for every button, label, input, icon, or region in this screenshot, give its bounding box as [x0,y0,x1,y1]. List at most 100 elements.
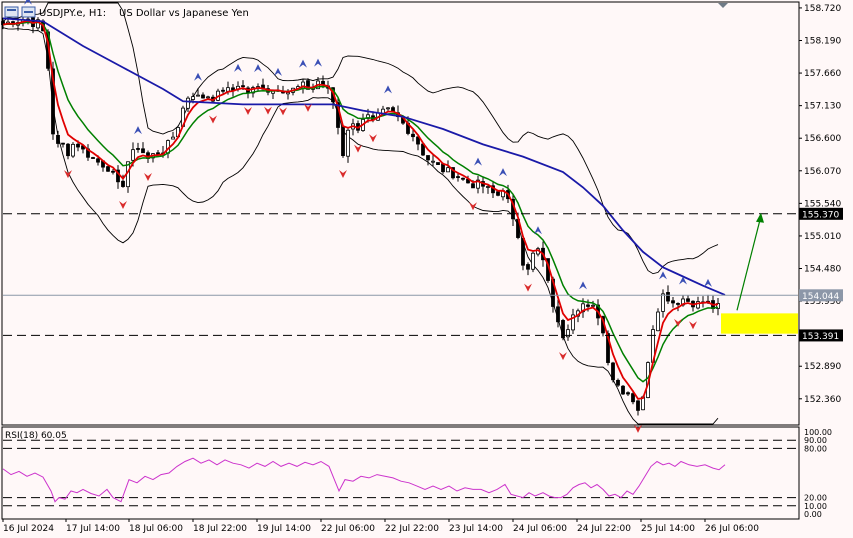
candle-body [456,176,460,178]
candle-body [431,160,435,163]
candle-body [71,143,75,157]
price-tick-label: 158.720 [804,4,841,14]
candle-body [136,148,140,150]
candle-body [586,304,590,307]
candle-body [426,155,430,161]
candle-body [676,303,680,305]
fractal-up-icon [679,276,687,285]
fractal-up-icon [534,226,542,235]
candle-body [636,400,640,411]
fractal-up-icon [134,126,142,135]
candle-body [666,292,670,302]
candle-body [416,136,420,145]
projection-arrowhead-icon [756,212,764,223]
fractal-down-icon [304,103,312,112]
chart-window-icon[interactable] [4,6,36,18]
candle-body [221,89,225,92]
candle-body [131,149,135,161]
candle-body [121,180,125,187]
fractal-down-icon [64,170,72,179]
price-tick-label: 155.010 [804,232,841,242]
fractal-down-icon [634,424,642,433]
rsi-axis-label: 0.00 [804,510,822,519]
time-tick-label: 18 Jul 06:00 [129,524,183,534]
fractal-down-icon [524,283,532,292]
moving-average-fast [2,19,719,400]
time-tick-label: 22 Jul 22:00 [385,524,439,534]
time-tick-label: 24 Jul 22:00 [577,524,631,534]
price-tick-label: 157.660 [804,69,841,79]
time-tick-label: 26 Jul 06:00 [705,524,759,534]
highlight-zone [721,313,798,334]
time-axis: 16 Jul 2024 17 Jul 14:00 18 Jul 06:00 18 Ju… [2,519,759,534]
time-tick-label: 22 Jul 06:00 [321,524,375,534]
fractal-up-icon [499,168,507,177]
candle-body [201,94,205,99]
candle-body [96,158,100,163]
candle-body [251,87,255,94]
candle-body [106,166,110,172]
fractal-up-icon [194,72,202,81]
price-tick-label: 158.190 [804,36,841,46]
candle-body [196,94,200,97]
bollinger-bands [2,2,719,425]
chart-header: USDJPY.e, H1: US Dollar vs Japanese Yen [4,6,249,19]
candle-body [51,68,55,135]
price-badge [799,207,843,220]
fractal-down-icon [559,352,567,361]
fractal-up-icon [299,59,307,68]
bollinger-upper-band [2,2,719,275]
price-badge-label: 155.370 [802,210,839,220]
candle-body [561,320,565,339]
moving-averages [2,17,726,400]
candle-body [341,126,345,157]
candle-body [661,293,665,312]
candle-body [531,252,535,270]
price-badge-label: 154.044 [802,292,839,302]
projection-arrow-line [736,219,761,311]
moving-average-mid [2,21,719,383]
price-tick-label: 156.600 [804,134,841,144]
time-tick-label: 25 Jul 14:00 [641,524,695,534]
fractal-up-icon [234,63,242,72]
fractal-up-icon [254,64,262,73]
fractal-down-icon [119,200,127,209]
highlight-zone-layer [721,313,798,334]
time-tick-label: 16 Jul 2024 [3,524,54,534]
fractal-down-icon [144,172,152,181]
candle-body [686,298,690,302]
chart-shift-marker-icon[interactable] [718,3,728,8]
fractal-up-icon [659,271,667,280]
fractal-down-icon [469,202,477,211]
candle-body [141,148,145,154]
candle-body [476,179,480,189]
candle-body [346,129,350,157]
candle-body [436,162,440,165]
price-tick-label: 152.890 [804,362,841,372]
candle-body [386,107,390,110]
candle-body [486,186,490,188]
price-tick-label: 156.070 [804,167,841,177]
candle-body [611,362,615,381]
moving-average-slow [2,17,726,296]
fractal-down-icon [279,107,287,116]
candle-body [526,264,530,270]
candle-body [606,333,610,363]
rsi-label: RSI(18) 60.05 [5,431,67,441]
fractal-down-icon [369,134,377,143]
fractal-down-icon [209,115,217,124]
fractal-down-icon [354,144,362,153]
candle-body [111,170,115,173]
rsi-axis-label: 10.00 [804,502,827,511]
candle-body [191,96,195,100]
candle-body [241,85,245,88]
fractal-up-icon [704,278,712,287]
fractal-up-icon [274,67,282,76]
candle-body [656,311,660,332]
candle-body [521,237,525,266]
price-tick-label: 154.480 [804,265,841,275]
candle-body [446,167,450,173]
